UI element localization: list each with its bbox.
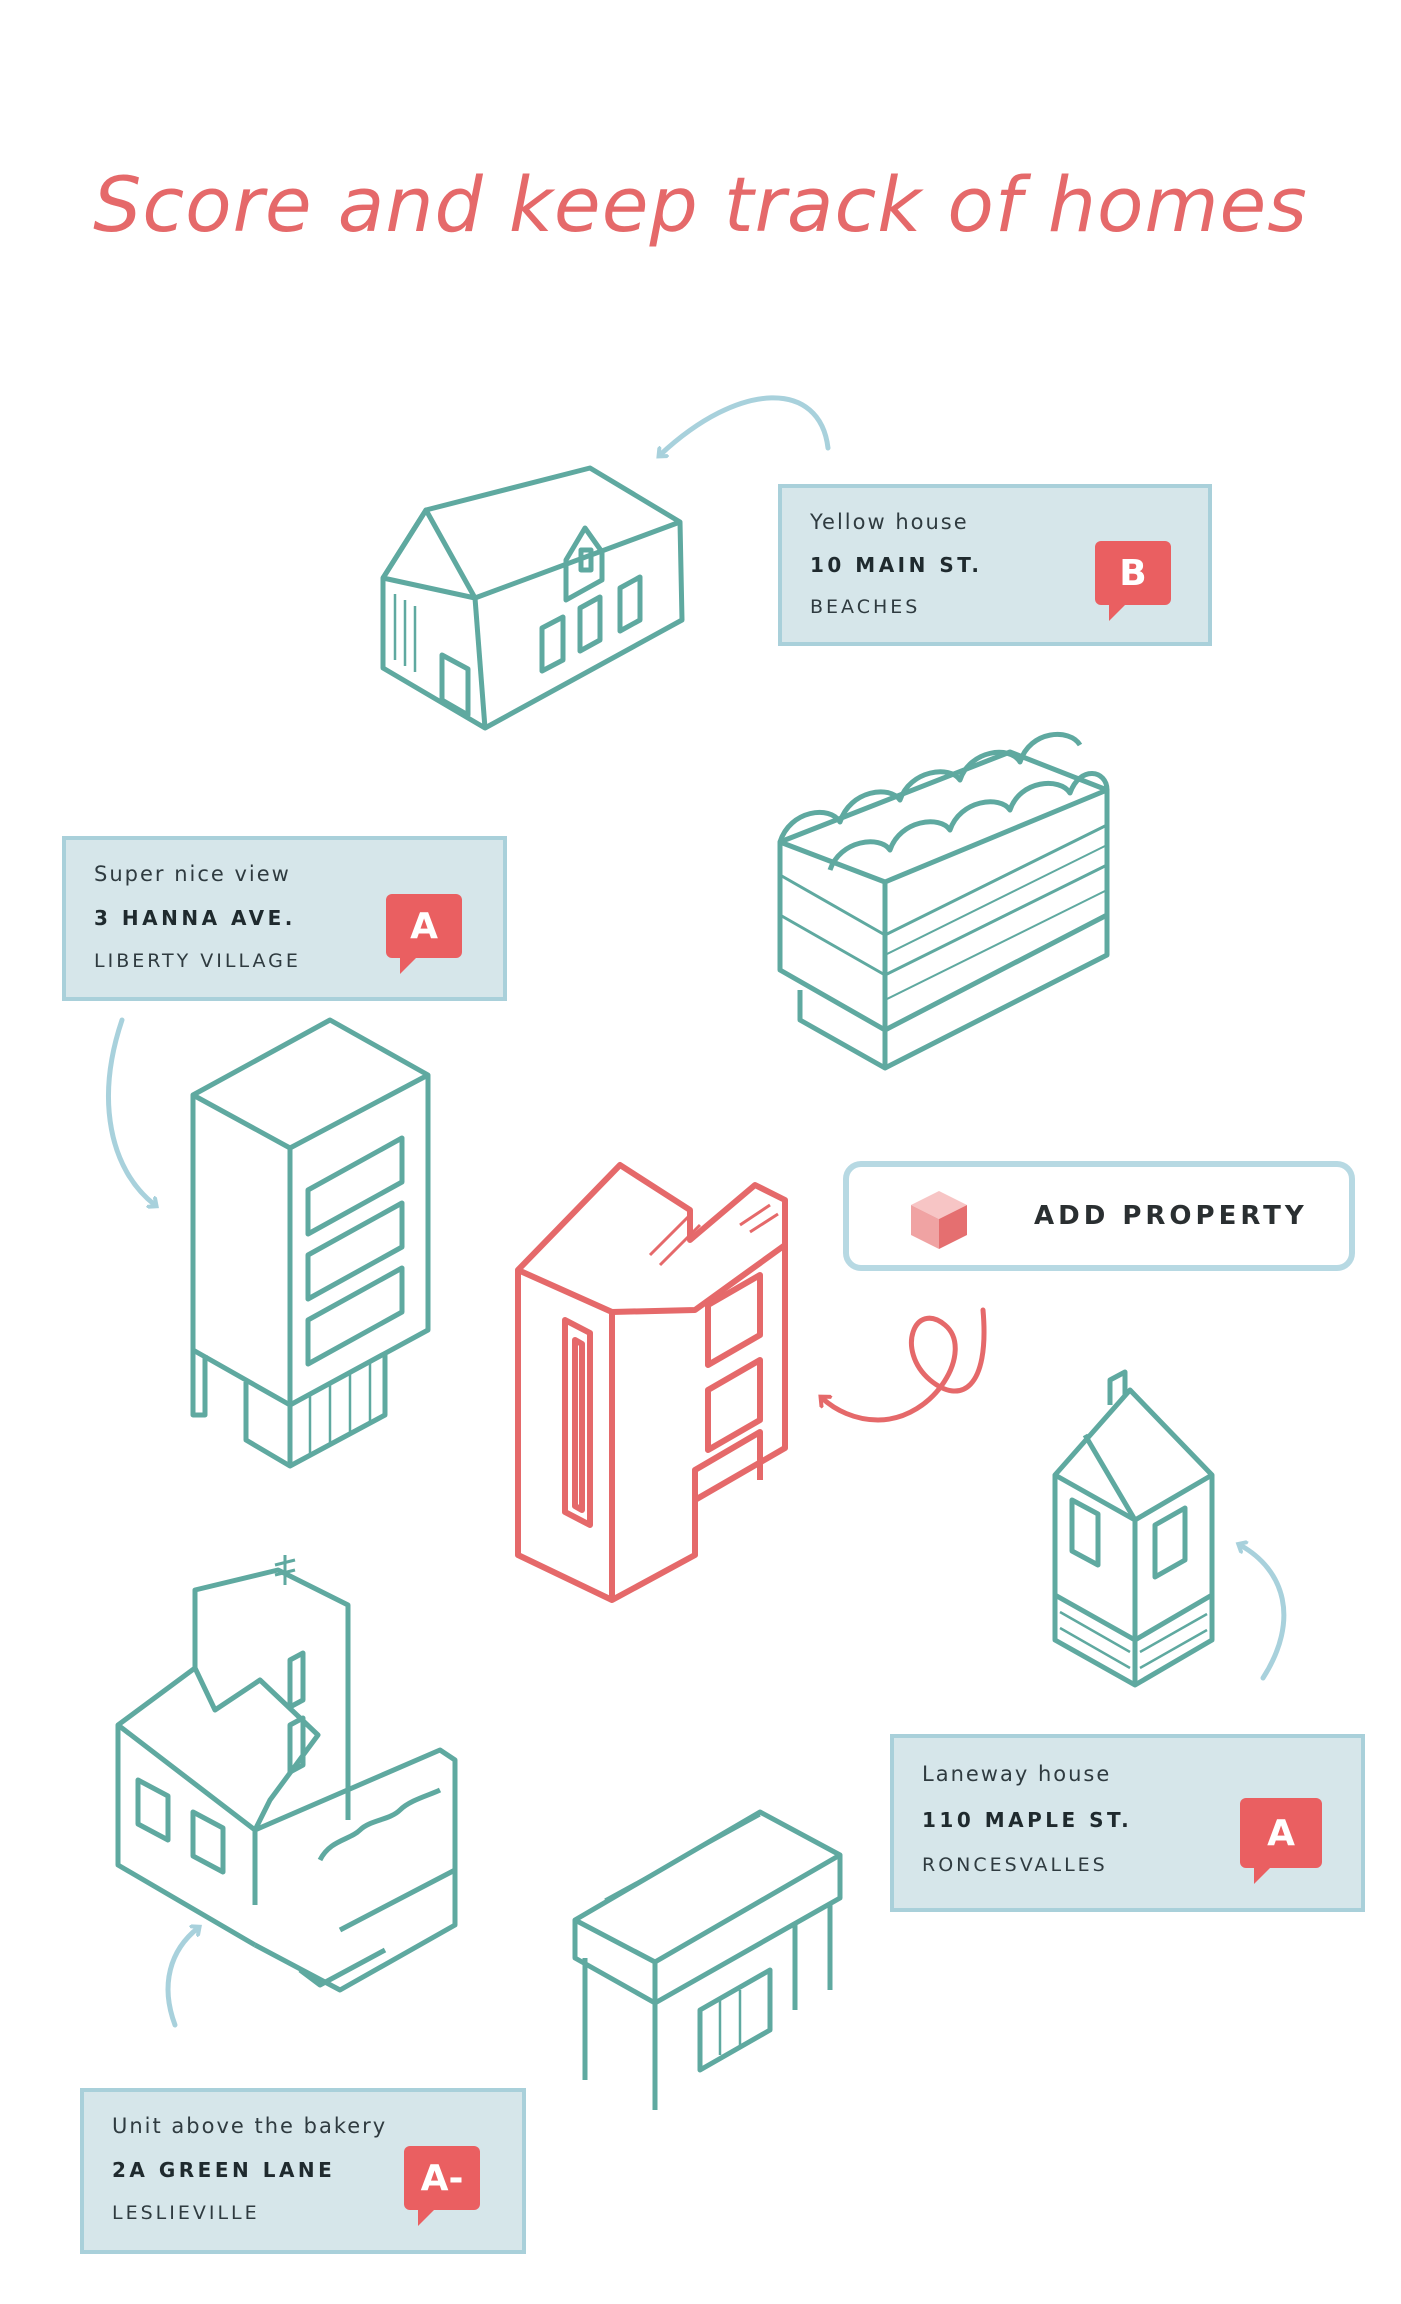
featured-townhouse-icon [515, 1162, 788, 1603]
property-label: Yellow house [810, 510, 969, 534]
curved-arrow-icon [1240, 1545, 1287, 1681]
curved-arrow-icon [660, 395, 831, 455]
property-card[interactable]: Super nice view 3 HANNA AVE. LIBERTY VIL… [62, 836, 507, 1001]
property-address: 2A GREEN LANE [112, 2158, 336, 2182]
property-area: LESLIEVILLE [112, 2202, 260, 2224]
page-title: Score and keep track of homes [93, 160, 1308, 249]
add-property-label: ADD PROPERTY [1034, 1201, 1308, 1231]
property-area: BEACHES [810, 596, 921, 618]
property-address: 110 MAPLE ST. [922, 1808, 1133, 1832]
vaulted-roof-building-icon [777, 731, 1110, 1071]
property-card[interactable]: Unit above the bakery 2A GREEN LANE LESL… [80, 2088, 526, 2254]
curved-arrow-icon [106, 1017, 155, 1205]
property-card[interactable]: Yellow house 10 MAIN ST. BEACHES B [778, 484, 1212, 646]
cube-icon [911, 1191, 967, 1249]
add-property-button[interactable]: ADD PROPERTY [843, 1161, 1355, 1271]
property-label: Laneway house [922, 1762, 1112, 1786]
property-label: Super nice view [94, 862, 291, 886]
property-card[interactable]: Laneway house 110 MAPLE ST. RONCESVALLES… [890, 1734, 1365, 1912]
loop-arrow-icon [822, 1307, 987, 1423]
property-address: 3 HANNA AVE. [94, 906, 296, 930]
grade-badge: B [1095, 541, 1171, 621]
modernist-pavilion-icon [572, 1809, 843, 2110]
curved-arrow-icon [165, 1928, 198, 2028]
grade-badge: A- [404, 2146, 480, 2226]
grade-badge: A [1240, 1798, 1322, 1884]
grade-badge: A [386, 894, 462, 974]
property-area: LIBERTY VILLAGE [94, 950, 301, 972]
property-label: Unit above the bakery [112, 2114, 388, 2138]
gable-house-icon [380, 465, 685, 731]
tower-building-icon [190, 1017, 431, 1469]
property-address: 10 MAIN ST. [810, 553, 983, 577]
victorian-house-icon [115, 1555, 458, 1993]
laneway-house-icon [1052, 1369, 1215, 1688]
property-area: RONCESVALLES [922, 1854, 1108, 1876]
